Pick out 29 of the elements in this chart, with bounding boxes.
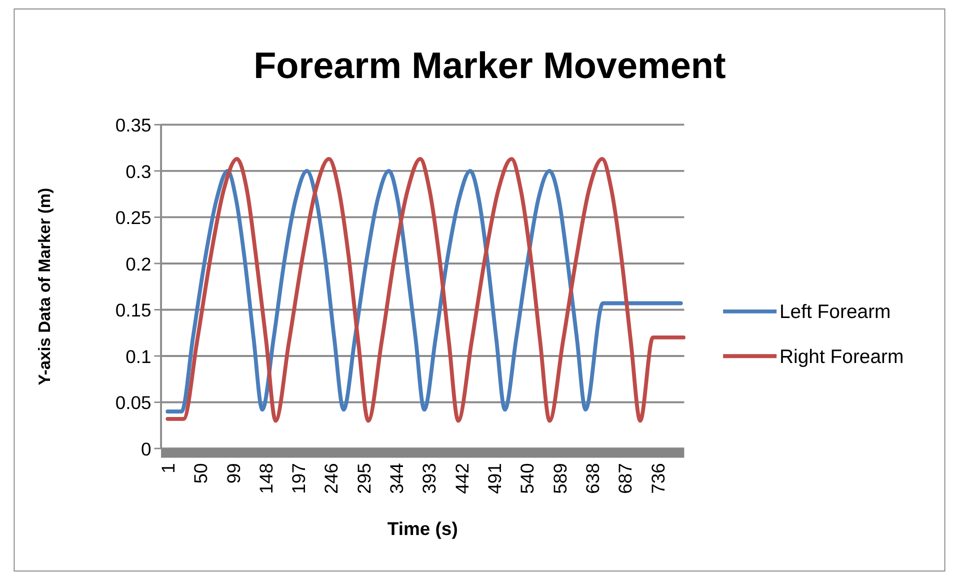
y-axis-title: Y-axis Data of Marker (m): [35, 188, 54, 386]
y-tick-label: 0.25: [115, 207, 152, 228]
x-tick-label: 344: [386, 463, 408, 494]
x-tick-label: 50: [190, 463, 212, 484]
y-tick-label: 0.2: [126, 253, 152, 274]
x-tick-label: 638: [582, 463, 604, 494]
y-tick-label: 0.3: [126, 160, 152, 182]
y-tick-label: 0.35: [115, 114, 152, 136]
x-tick-label: 491: [484, 463, 506, 494]
y-tick-label: 0.15: [115, 300, 152, 321]
legend-label: Left Forearm: [779, 301, 891, 324]
x-tick-label: 393: [418, 463, 440, 494]
chart-title: Forearm Marker Movement: [254, 45, 726, 86]
y-tick-label: 0: [141, 438, 152, 460]
x-tick-label: 246: [320, 463, 342, 494]
y-tick-label: 0.1: [126, 346, 152, 367]
x-tick-label: 442: [451, 463, 472, 494]
x-tick-label: 540: [516, 463, 538, 494]
x-tick-label: 99: [222, 463, 244, 484]
x-tick-label: 148: [255, 463, 276, 494]
legend-label: Right Forearm: [779, 346, 904, 368]
x-tick-label: 736: [647, 463, 668, 494]
x-tick-label: 295: [353, 463, 374, 494]
x-axis-title: Time (s): [387, 518, 458, 540]
x-tick-label: 1: [157, 463, 178, 474]
x-tick-label: 687: [614, 463, 636, 494]
y-tick-label: 0.05: [115, 392, 152, 414]
x-tick-label: 197: [288, 463, 310, 494]
x-tick-label: 589: [549, 463, 570, 494]
